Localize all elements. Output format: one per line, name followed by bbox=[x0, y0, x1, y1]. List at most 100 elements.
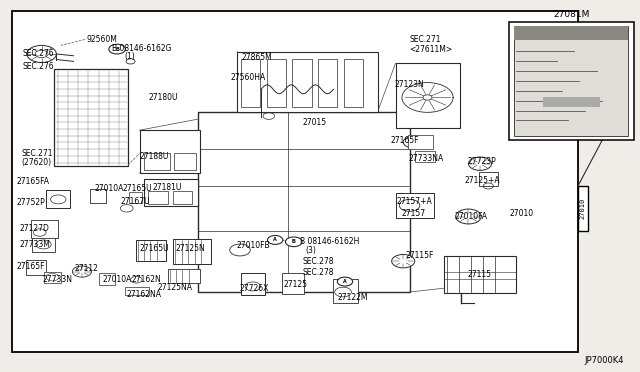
Text: 27010: 27010 bbox=[509, 209, 534, 218]
Circle shape bbox=[285, 237, 302, 247]
Text: 27081M: 27081M bbox=[553, 10, 589, 19]
Text: SEC.271: SEC.271 bbox=[410, 35, 441, 44]
Text: 27165F: 27165F bbox=[17, 262, 45, 271]
Text: 27165U: 27165U bbox=[140, 244, 169, 253]
Text: 27157: 27157 bbox=[401, 209, 426, 218]
Text: 27010A: 27010A bbox=[102, 275, 132, 284]
Bar bbox=[125, 287, 149, 295]
Bar bbox=[578, 186, 588, 231]
Text: 27010A: 27010A bbox=[94, 184, 124, 193]
Text: B: B bbox=[292, 239, 296, 244]
Bar bbox=[144, 153, 170, 170]
Bar bbox=[514, 26, 628, 136]
Text: 27165F: 27165F bbox=[390, 136, 419, 145]
Text: SEC.278: SEC.278 bbox=[302, 257, 333, 266]
Bar bbox=[282, 273, 304, 294]
Bar bbox=[318, 59, 337, 107]
Text: 27010: 27010 bbox=[580, 198, 586, 219]
Text: <27611M>: <27611M> bbox=[410, 45, 452, 54]
Text: 27726X: 27726X bbox=[239, 284, 269, 293]
Bar bbox=[415, 151, 435, 162]
Text: 27010FB: 27010FB bbox=[237, 241, 271, 250]
Text: 27125N: 27125N bbox=[175, 244, 205, 253]
Text: 27180U: 27180U bbox=[148, 93, 178, 102]
Text: 27125NA: 27125NA bbox=[157, 283, 193, 292]
Bar bbox=[509, 22, 634, 140]
Bar bbox=[396, 193, 434, 218]
Text: A: A bbox=[343, 279, 347, 284]
Circle shape bbox=[230, 244, 250, 256]
Bar bbox=[144, 179, 198, 206]
Circle shape bbox=[109, 44, 125, 54]
Text: 27165FA: 27165FA bbox=[17, 177, 50, 186]
Bar bbox=[408, 135, 433, 149]
Text: 27167U: 27167U bbox=[120, 197, 150, 206]
Text: 27188U: 27188U bbox=[140, 152, 169, 161]
Circle shape bbox=[423, 95, 432, 100]
Bar bbox=[344, 59, 363, 107]
Bar bbox=[140, 130, 200, 173]
Bar bbox=[267, 59, 286, 107]
Circle shape bbox=[409, 140, 417, 144]
Text: 27127D: 27127D bbox=[19, 224, 49, 233]
Circle shape bbox=[337, 277, 353, 286]
Text: (3): (3) bbox=[305, 246, 316, 255]
Bar bbox=[54, 69, 128, 166]
Text: B 08146-6162G: B 08146-6162G bbox=[112, 44, 172, 53]
Text: 27733N: 27733N bbox=[42, 275, 72, 284]
Bar bbox=[148, 191, 168, 204]
Text: 27752P: 27752P bbox=[17, 198, 45, 207]
Text: 27560HA: 27560HA bbox=[230, 73, 266, 81]
Text: SEC.278: SEC.278 bbox=[302, 268, 333, 277]
Text: 27123N: 27123N bbox=[395, 80, 424, 89]
Bar bbox=[479, 172, 498, 186]
Bar bbox=[237, 52, 378, 112]
Text: 27181U: 27181U bbox=[152, 183, 182, 192]
Bar bbox=[129, 192, 142, 203]
Bar bbox=[444, 256, 516, 293]
Bar bbox=[26, 260, 46, 275]
Text: 27162N: 27162N bbox=[131, 275, 161, 284]
Bar bbox=[241, 273, 265, 295]
Bar bbox=[514, 26, 628, 40]
Bar bbox=[168, 269, 200, 283]
Bar bbox=[173, 191, 192, 204]
Text: 27165U: 27165U bbox=[123, 184, 152, 193]
Bar bbox=[543, 97, 600, 107]
Text: A: A bbox=[273, 237, 277, 243]
Text: 27125+A: 27125+A bbox=[465, 176, 500, 185]
Text: B: B bbox=[115, 46, 119, 52]
Text: 27162NA: 27162NA bbox=[127, 291, 162, 299]
Bar bbox=[198, 112, 410, 292]
Text: 27865M: 27865M bbox=[242, 53, 273, 62]
Text: 27122M: 27122M bbox=[337, 293, 368, 302]
Bar bbox=[333, 279, 358, 303]
Text: SEC.276: SEC.276 bbox=[22, 62, 54, 71]
Text: SEC.276: SEC.276 bbox=[22, 49, 54, 58]
Bar bbox=[136, 240, 166, 261]
Text: 27723P: 27723P bbox=[467, 157, 496, 166]
Bar bbox=[90, 189, 106, 203]
Text: 27010FA: 27010FA bbox=[454, 212, 488, 221]
Bar bbox=[44, 272, 61, 283]
Bar bbox=[12, 11, 578, 352]
Text: 27157+A: 27157+A bbox=[397, 198, 433, 206]
Text: 27125: 27125 bbox=[284, 280, 307, 289]
Bar bbox=[99, 273, 115, 285]
Text: JP7000K4: JP7000K4 bbox=[584, 356, 624, 365]
Circle shape bbox=[268, 235, 283, 244]
Text: 27733M: 27733M bbox=[19, 240, 50, 249]
Text: 27733NA: 27733NA bbox=[408, 154, 444, 163]
Bar bbox=[173, 239, 211, 264]
Text: 27015: 27015 bbox=[302, 118, 326, 126]
Text: 27115: 27115 bbox=[467, 270, 492, 279]
Bar bbox=[396, 63, 460, 128]
Bar bbox=[241, 59, 260, 107]
Circle shape bbox=[126, 59, 135, 64]
Text: (1): (1) bbox=[125, 52, 136, 61]
Text: B 08146-6162H: B 08146-6162H bbox=[300, 237, 360, 246]
Bar bbox=[174, 153, 196, 170]
Text: 27112: 27112 bbox=[75, 264, 99, 273]
Text: SEC.271: SEC.271 bbox=[21, 149, 52, 158]
Bar bbox=[32, 237, 55, 252]
